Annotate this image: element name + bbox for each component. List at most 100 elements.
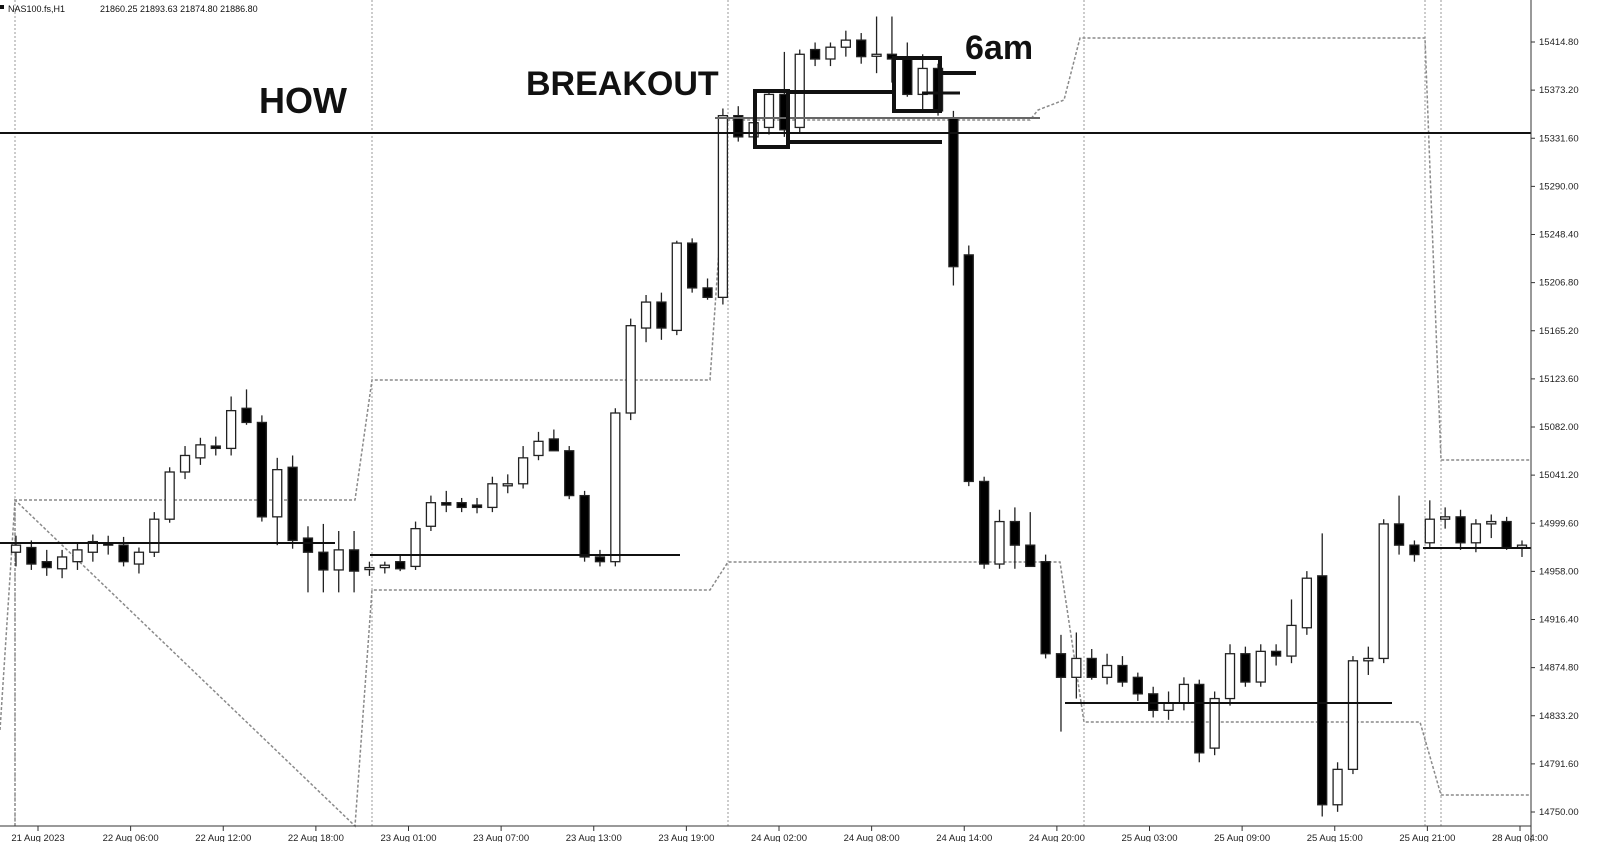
candle-body-bear bbox=[687, 242, 698, 289]
candle-body-bear bbox=[1317, 575, 1328, 806]
annotation-breakout: BREAKOUT bbox=[526, 65, 719, 103]
candle-body-bear bbox=[348, 549, 360, 572]
candle-body-bull bbox=[625, 325, 636, 414]
candle-body-bull bbox=[840, 39, 851, 48]
candle-body-bear bbox=[733, 114, 744, 138]
candle-body-bear bbox=[1009, 520, 1021, 546]
candle bbox=[118, 536, 129, 567]
candle-body-bear bbox=[902, 58, 913, 96]
candle-body-bear bbox=[656, 301, 667, 329]
candle bbox=[1378, 519, 1389, 664]
candle-body-bull bbox=[533, 440, 544, 457]
candle bbox=[1470, 519, 1482, 553]
x-tick-label: 24 Aug 02:00 bbox=[751, 833, 807, 842]
candle-body-bear bbox=[241, 407, 252, 424]
candle bbox=[1255, 644, 1266, 687]
candle-body-bull bbox=[1101, 664, 1113, 678]
candle bbox=[256, 415, 268, 522]
x-tick-label: 24 Aug 20:00 bbox=[1029, 833, 1085, 842]
header-marker-icon bbox=[0, 5, 4, 9]
candle bbox=[687, 238, 698, 293]
session-low-line bbox=[0, 498, 1531, 828]
candle bbox=[1347, 656, 1359, 775]
candle-body-bull bbox=[1486, 520, 1497, 525]
candle bbox=[702, 278, 713, 300]
candle-body-bull bbox=[1424, 518, 1435, 544]
candle bbox=[210, 436, 221, 456]
candle-body-bull bbox=[72, 549, 83, 563]
candle bbox=[1501, 516, 1512, 550]
candle bbox=[1101, 653, 1113, 685]
candle-body-bull bbox=[1363, 657, 1374, 662]
candle-body-bear bbox=[1270, 650, 1282, 657]
candle-body-bear bbox=[256, 421, 268, 518]
y-tick-label: 14750.00 bbox=[1539, 807, 1579, 818]
candle-body-bull bbox=[917, 67, 928, 96]
candle-body-bull bbox=[717, 114, 729, 299]
candle-body-bull bbox=[1301, 577, 1313, 629]
candle bbox=[548, 429, 560, 452]
x-tick-label: 25 Aug 15:00 bbox=[1307, 833, 1363, 842]
candle-body-bear bbox=[1025, 544, 1036, 568]
candle bbox=[241, 389, 252, 425]
candle-body-bull bbox=[87, 540, 98, 553]
candle-body-bull bbox=[225, 409, 237, 450]
candle bbox=[1071, 632, 1082, 699]
x-tick-label: 28 Aug 04:00 bbox=[1492, 833, 1548, 842]
candle bbox=[1332, 762, 1343, 812]
y-tick-label: 14833.20 bbox=[1539, 711, 1579, 722]
candle bbox=[149, 512, 160, 557]
candle-body-bull bbox=[1071, 657, 1082, 678]
x-tick-label: 22 Aug 18:00 bbox=[288, 833, 344, 842]
candle-body-bear bbox=[1501, 520, 1512, 549]
candle-body-bull bbox=[1209, 697, 1220, 749]
candle-body-bear bbox=[41, 561, 52, 569]
candle-body-bear bbox=[118, 544, 129, 563]
candle-body-bear bbox=[579, 494, 590, 558]
candle bbox=[333, 531, 344, 593]
candle bbox=[978, 476, 990, 569]
candle bbox=[948, 110, 959, 286]
candle bbox=[1117, 656, 1128, 687]
candle bbox=[1270, 644, 1282, 666]
x-tick-label: 24 Aug 14:00 bbox=[936, 833, 992, 842]
x-tick-label: 21 Aug 2023 bbox=[11, 833, 64, 842]
candle-body-bear bbox=[564, 450, 575, 497]
candle-body-bear bbox=[1040, 561, 1051, 655]
candle bbox=[1224, 644, 1236, 706]
x-tick-label: 23 Aug 13:00 bbox=[566, 833, 622, 842]
candle-body-bull bbox=[671, 242, 682, 332]
candle-body-bull bbox=[133, 551, 145, 565]
x-tick-label: 22 Aug 06:00 bbox=[103, 833, 159, 842]
candle-body-bear bbox=[302, 537, 314, 553]
candle-body-bear bbox=[287, 466, 298, 542]
candle bbox=[840, 30, 851, 57]
candle-body-bear bbox=[1455, 516, 1466, 544]
y-tick-label: 15331.60 bbox=[1539, 133, 1579, 144]
candle bbox=[1055, 634, 1067, 732]
candle bbox=[348, 531, 360, 593]
candle bbox=[902, 42, 913, 97]
candle-body-bear bbox=[1409, 544, 1420, 556]
candle bbox=[133, 547, 145, 574]
candle-body-bull bbox=[164, 471, 175, 520]
candle bbox=[733, 106, 744, 142]
x-tick-label: 23 Aug 01:00 bbox=[381, 833, 437, 842]
symbol-label: NAS100.fs,H1 bbox=[8, 4, 65, 14]
candle-body-bull bbox=[149, 518, 160, 553]
candle bbox=[364, 561, 375, 576]
x-tick-label: 24 Aug 08:00 bbox=[844, 833, 900, 842]
ohlc-readout: 21860.25 21893.63 21874.80 21886.80 bbox=[100, 4, 258, 14]
candle bbox=[1163, 691, 1174, 720]
candle-body-bear bbox=[318, 551, 329, 571]
candle bbox=[1178, 677, 1190, 711]
breakout-box bbox=[753, 89, 790, 149]
candle bbox=[871, 16, 882, 74]
candle bbox=[856, 33, 867, 64]
candle-body-bear bbox=[809, 48, 821, 60]
candle-body-bull bbox=[425, 502, 437, 527]
candle-body-bull bbox=[272, 468, 283, 518]
candle bbox=[195, 437, 206, 465]
y-tick-label: 15414.80 bbox=[1539, 37, 1579, 48]
candle-body-bull bbox=[333, 549, 344, 571]
